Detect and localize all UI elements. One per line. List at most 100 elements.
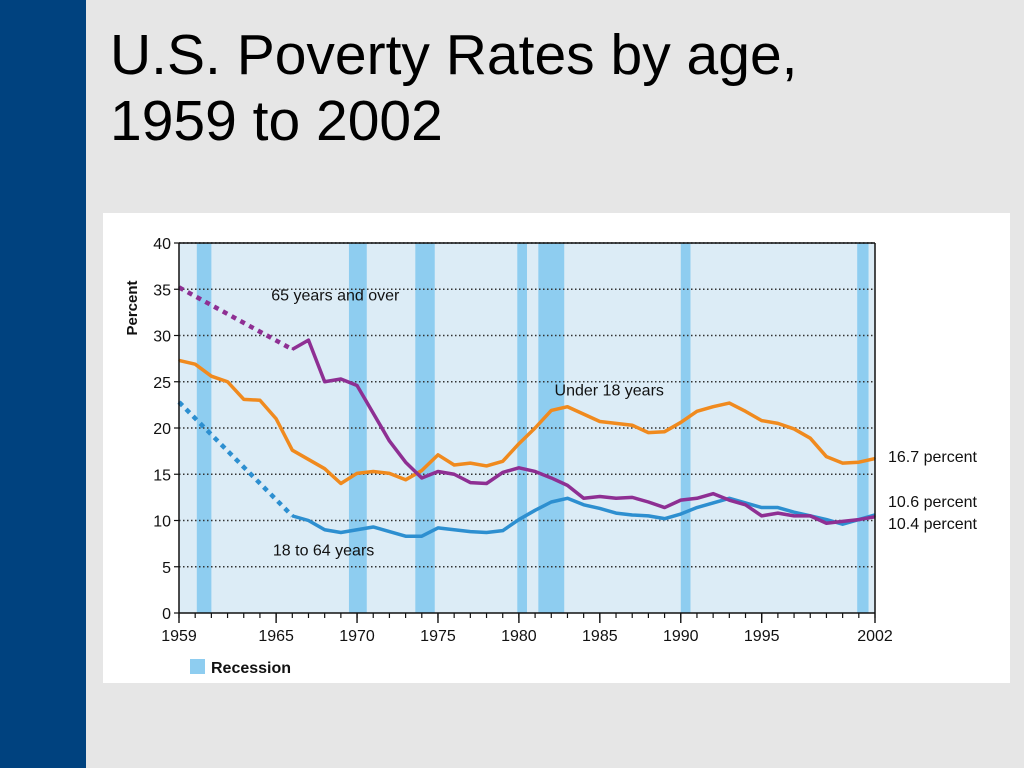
point-under-18-years-1965 [275,417,277,420]
point-under-18-years-1990 [679,421,682,424]
point-18-to-64-years-1997 [793,511,795,513]
point-18-to-64-years-1995 [760,506,763,509]
y-tick-label-30: 30 [153,329,171,346]
x-tick-label-1970: 1970 [339,628,375,645]
point-65-years-and-over-1971 [372,412,375,414]
x-tick-label-2002: 2002 [857,628,893,645]
x-tick-label-1985: 1985 [582,628,618,645]
end-label-18-to-64-years: 10.6 percent [888,494,978,511]
point-under-18-years-1976 [453,464,455,466]
point-18-to-64-years-1973 [404,535,407,538]
point-under-18-years-1985 [599,420,601,423]
point-under-18-years-1964 [259,399,261,402]
point-under-18-years-1962 [226,380,229,383]
point-under-18-years-1968 [323,467,326,470]
point-18-to-64-years-1977 [469,530,472,533]
point-18-to-64-years-1988 [647,515,650,517]
point-under-18-years-1966 [291,449,294,451]
point-65-years-and-over-1983 [566,484,569,487]
point-18-to-64-years-1971 [372,526,375,528]
point-under-18-years-1987 [631,424,634,427]
point-under-18-years-1960 [194,363,196,365]
point-under-18-years-1981 [534,427,536,429]
chart-panel: 0 5 10 15 20 25 30 35 40 1959 1965 1970 1975 1980 1985… [103,213,1010,683]
point-18-to-64-years-1979 [501,529,504,532]
point-18-to-64-years-1981 [534,509,536,512]
y-tick-label-0: 0 [162,606,171,623]
x-tick-label-1980: 1980 [501,628,537,645]
point-65-years-and-over-1984 [582,497,585,500]
y-tick-label-15: 15 [153,467,171,484]
x-tick-label-1975: 1975 [420,628,456,645]
point-under-18-years-1992 [712,405,714,408]
point-18-to-64-years-1972 [388,530,391,533]
point-65-years-and-over-1994 [744,503,747,506]
point-under-18-years-1977 [469,462,472,464]
point-under-18-years-1963 [242,398,245,401]
point-65-years-and-over-1973 [404,461,407,464]
point-under-18-years-1994 [744,410,747,413]
recession-band-2 [348,243,367,613]
point-65-years-and-over-1987 [631,496,634,499]
point-65-years-and-over-1998 [809,515,812,517]
point-18-to-64-years-1975 [437,527,439,529]
point-65-years-and-over-1989 [663,506,666,509]
x-tick-label-1965: 1965 [258,628,294,645]
slide-title-line-2: 1959 to 2002 [110,89,443,153]
point-under-18-years-1972 [388,472,391,475]
series-label-18-to-64-years: 18 to 64 years [273,543,374,560]
series-labels: Under 18 years 16.7 percent 18 to 64 years… [271,287,977,559]
point-18-to-64-years-1990 [679,513,682,515]
point-65-years-and-over-1981 [534,470,536,473]
point-18-to-64-years-1987 [631,514,634,516]
series-label-65-years-and-over: 65 years and over [271,287,400,304]
y-tick-label-40: 40 [153,236,171,253]
series-18-to-64-years-dashed [177,400,294,518]
point-65-years-and-over-1988 [647,501,650,503]
point-65-years-and-over-2000 [841,520,844,523]
point-18-to-64-years-1983 [566,497,569,500]
point-65-years-and-over-1969 [340,378,342,380]
point-65-years-and-over-1978 [485,482,488,485]
point-under-18-years-1974 [420,469,423,472]
point-under-18-years-1991 [696,410,698,413]
point-18-to-64-years-1992 [712,502,714,504]
series-label-under-18-years: Under 18 years [555,383,664,400]
point-under-18-years-2000 [841,462,844,464]
point-under-18-years-1982 [550,409,553,412]
legend: Recession [190,659,291,677]
point-18-to-64-years-1999 [825,518,828,521]
point-under-18-years-1983 [566,405,569,408]
point-65-years-and-over-1997 [793,515,795,517]
point-under-18-years-1989 [663,430,666,433]
point-under-18-years-1967 [307,458,310,461]
point-65-years-and-over-1970 [356,384,358,387]
point-under-18-years-1984 [582,413,585,415]
y-axis-label: Percent [124,280,141,335]
point-under-18-years-1986 [615,422,617,425]
x-tick-label-1990: 1990 [663,628,699,645]
point-under-18-years-1961 [210,375,213,377]
poverty-chart: 0 5 10 15 20 25 30 35 40 1959 1965 1970 1975 1980 1985… [124,236,978,677]
series-lines [177,285,876,538]
point-under-18-years-1996 [777,422,779,425]
side-accent-bar [0,0,86,768]
point-under-18-years-2001 [858,461,860,464]
point-65-years-and-over-1996 [777,512,779,514]
recession-legend-swatch [190,659,205,674]
point-65-years-and-over-1968 [323,380,326,383]
point-65-years-and-over-2001 [858,518,860,521]
point-18-to-64-years-1966 [291,515,294,517]
recession-band-6 [680,243,691,613]
point-18-to-64-years-1974 [420,535,423,538]
end-label-65-years-and-over: 10.4 percent [888,516,978,533]
point-65-years-and-over-1966 [291,348,294,351]
y-tick-label-10: 10 [153,514,171,531]
point-under-18-years-1995 [760,419,763,422]
slide-title: U.S. Poverty Rates by age, 1959 to 2002 [110,22,1000,154]
point-65-years-and-over-1967 [307,339,310,341]
point-65-years-and-over-1979 [501,471,504,474]
point-18-to-64-years-1976 [453,528,455,531]
y-tick-label-25: 25 [153,375,171,392]
point-65-years-and-over-1992 [712,492,714,495]
